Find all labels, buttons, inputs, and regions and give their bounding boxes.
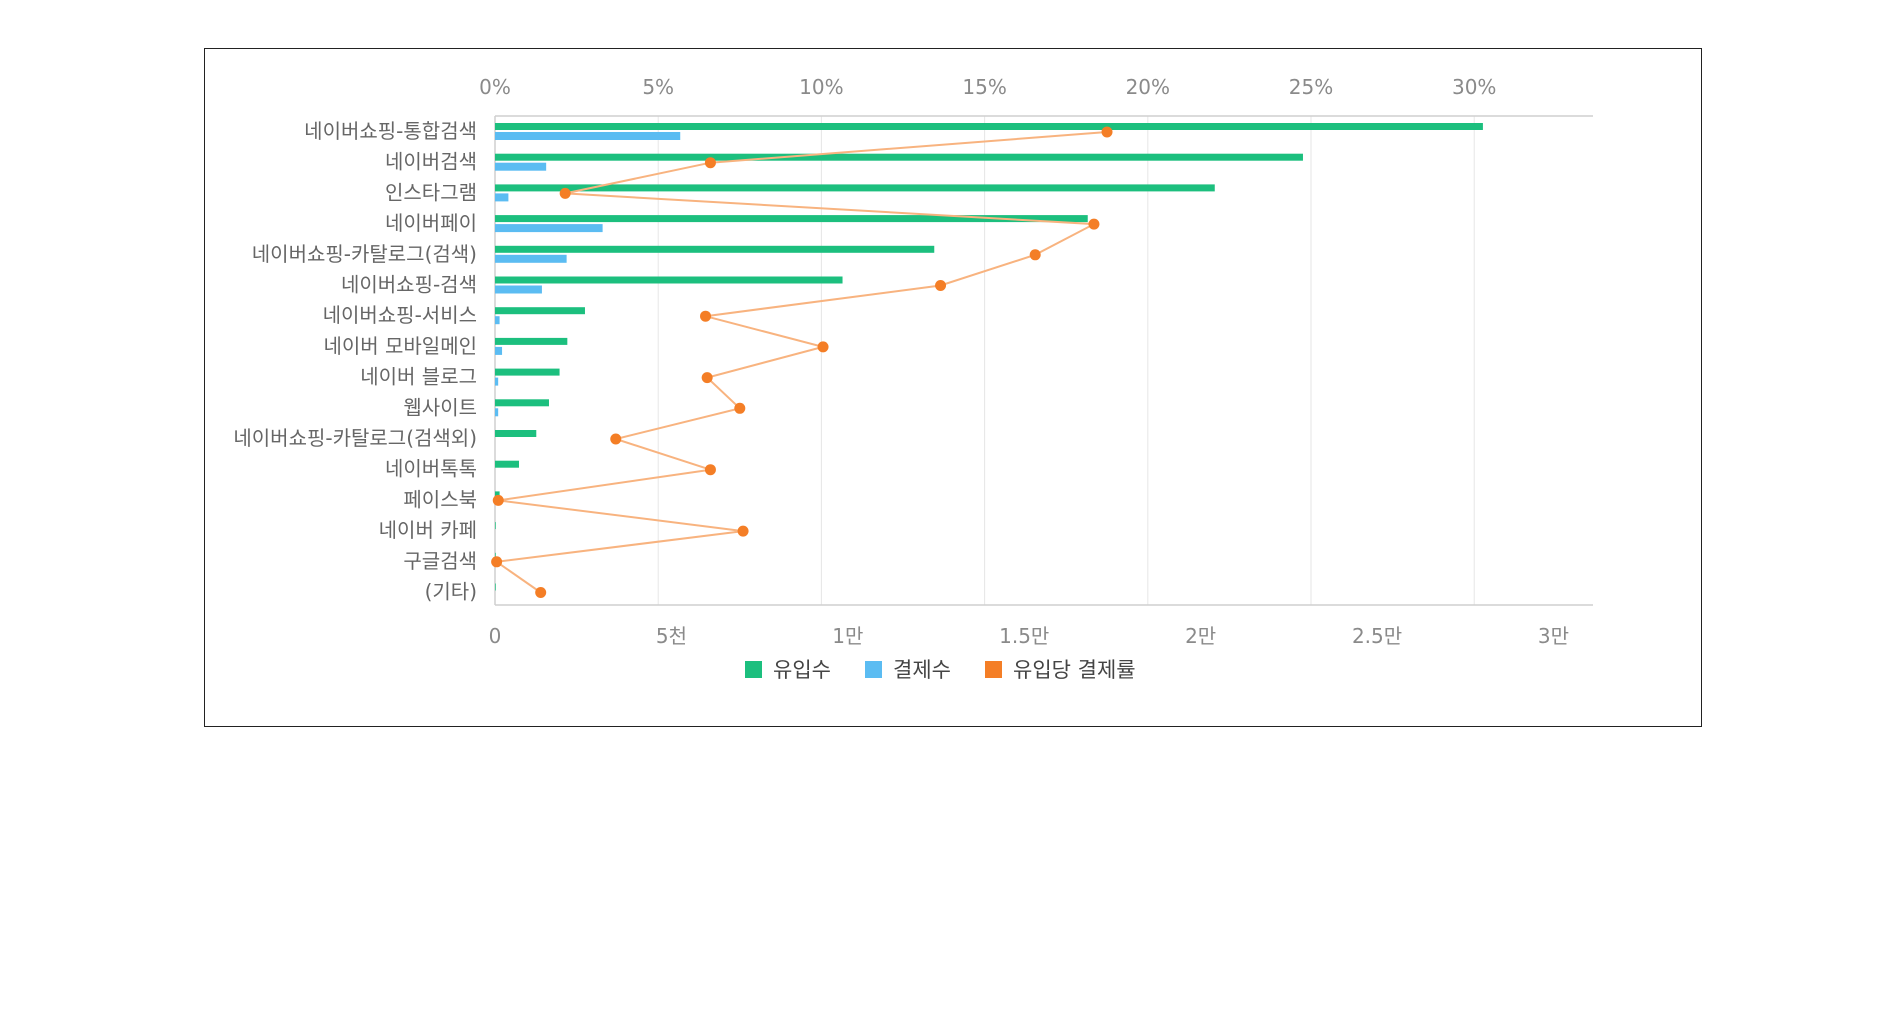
- top-tick-label: 10%: [799, 75, 843, 99]
- bar-유입수: [495, 245, 935, 253]
- point-유입당-결제률: [492, 494, 504, 506]
- category-label: 네이버 블로그: [360, 365, 477, 389]
- bar-유입수: [495, 399, 549, 407]
- point-유입당-결제률: [700, 310, 712, 322]
- top-tick-label: 15%: [962, 75, 1006, 99]
- point-유입당-결제률: [734, 402, 746, 414]
- bar-결제수: [495, 132, 681, 140]
- bar-유입수: [495, 460, 519, 468]
- chart-frame: 0% 5% 10% 15% 20% 25% 30% 0 5천 1만 1.5만 2만 2.5만 3만 네이버쇼…: [204, 48, 1702, 727]
- bar-유입수: [495, 307, 585, 315]
- category-label: 네이버쇼핑-서비스: [323, 303, 477, 327]
- label-layer: 0% 5% 10% 15% 20% 25% 30% 0 5천 1만 1.5만 2만 2.5만 3만 네이버쇼…: [233, 75, 1569, 648]
- category-label: 네이버쇼핑-카탈로그(검색): [252, 242, 477, 266]
- grid-layer: [494, 116, 1475, 605]
- legend-swatch: [985, 661, 1002, 678]
- point-유입당-결제률: [1088, 218, 1100, 230]
- line-layer: [493, 131, 1108, 594]
- bar-유입수: [495, 368, 560, 376]
- category-label: 네이버쇼핑-검색: [341, 273, 477, 297]
- category-label: 구글검색: [403, 549, 477, 573]
- bar-유입수: [495, 522, 496, 530]
- point-유입당-결제률: [935, 280, 947, 291]
- bar-결제수: [495, 285, 542, 294]
- top-tick-label: 5%: [642, 75, 674, 99]
- category-label: 네이버톡톡: [385, 457, 477, 481]
- point-layer: [491, 126, 1113, 598]
- legend-swatch: [865, 661, 882, 678]
- bar-layer: [495, 123, 1483, 591]
- category-label: (기타): [425, 580, 477, 604]
- bar-유입수: [495, 276, 843, 284]
- category-label: 네이버페이: [385, 211, 477, 235]
- bar-유입수: [495, 337, 568, 345]
- bar-유입수: [495, 583, 496, 591]
- point-유입당-결제률: [610, 433, 622, 445]
- top-tick-label: 25%: [1289, 75, 1333, 99]
- bottom-tick-label: 1만: [832, 624, 863, 648]
- category-label: 인스타그램: [385, 180, 477, 204]
- bar-결제수: [495, 316, 500, 325]
- bar-유입수: [495, 552, 496, 560]
- bottom-tick-label: 5천: [656, 624, 687, 648]
- point-유입당-결제률: [1029, 249, 1041, 261]
- point-유입당-결제률: [704, 464, 716, 476]
- bar-결제수: [495, 224, 603, 233]
- category-label: 페이스북: [403, 487, 477, 511]
- bar-유입수: [495, 123, 1483, 130]
- bar-유입수: [495, 430, 537, 437]
- bar-유입수: [495, 153, 1303, 161]
- bar-결제수: [495, 377, 499, 386]
- bar-유입수: [495, 184, 1215, 192]
- legend: 유입수 결제수 유입당 결제률: [745, 658, 1136, 682]
- top-tick-label: 20%: [1126, 75, 1170, 99]
- point-유입당-결제률: [535, 587, 547, 598]
- top-tick-label: 0%: [479, 75, 511, 99]
- line-유입당-결제률: [493, 131, 1108, 594]
- bar-유입수: [495, 491, 500, 499]
- bar-결제수: [495, 408, 499, 417]
- point-유입당-결제률: [491, 556, 503, 568]
- legend-label: 유입수: [773, 658, 831, 682]
- top-tick-label: 30%: [1452, 75, 1496, 99]
- point-유입당-결제률: [737, 525, 749, 537]
- bar-결제수: [495, 254, 567, 263]
- bar-결제수: [495, 162, 547, 171]
- bottom-tick-label: 1.5만: [999, 624, 1049, 648]
- point-유입당-결제률: [701, 372, 713, 384]
- bottom-tick-label: 3만: [1538, 624, 1569, 648]
- point-유입당-결제률: [704, 157, 716, 169]
- category-label: 네이버쇼핑-카탈로그(검색외): [233, 426, 477, 450]
- category-label: 네이버쇼핑-통합검색: [304, 119, 477, 143]
- bottom-tick-label: 2.5만: [1352, 624, 1402, 648]
- bar-결제수: [495, 346, 503, 355]
- category-label: 네이버 카페: [379, 518, 477, 542]
- point-유입당-결제률: [559, 187, 571, 199]
- category-label: 웹사이트: [403, 395, 477, 419]
- point-유입당-결제률: [1101, 126, 1113, 138]
- legend-label: 결제수: [893, 658, 951, 682]
- bar-결제수: [495, 193, 509, 202]
- point-유입당-결제률: [817, 341, 829, 353]
- bar-유입수: [495, 215, 1088, 223]
- bottom-tick-label: 0: [489, 624, 502, 648]
- category-label: 네이버검색: [385, 150, 477, 174]
- category-label: 네이버 모바일메인: [323, 334, 477, 358]
- legend-swatch: [745, 661, 762, 678]
- bottom-tick-label: 2만: [1185, 624, 1216, 648]
- chart-svg: 0% 5% 10% 15% 20% 25% 30% 0 5천 1만 1.5만 2만 2.5만 3만 네이버쇼…: [233, 75, 1593, 682]
- legend-label: 유입당 결제률: [1013, 658, 1136, 682]
